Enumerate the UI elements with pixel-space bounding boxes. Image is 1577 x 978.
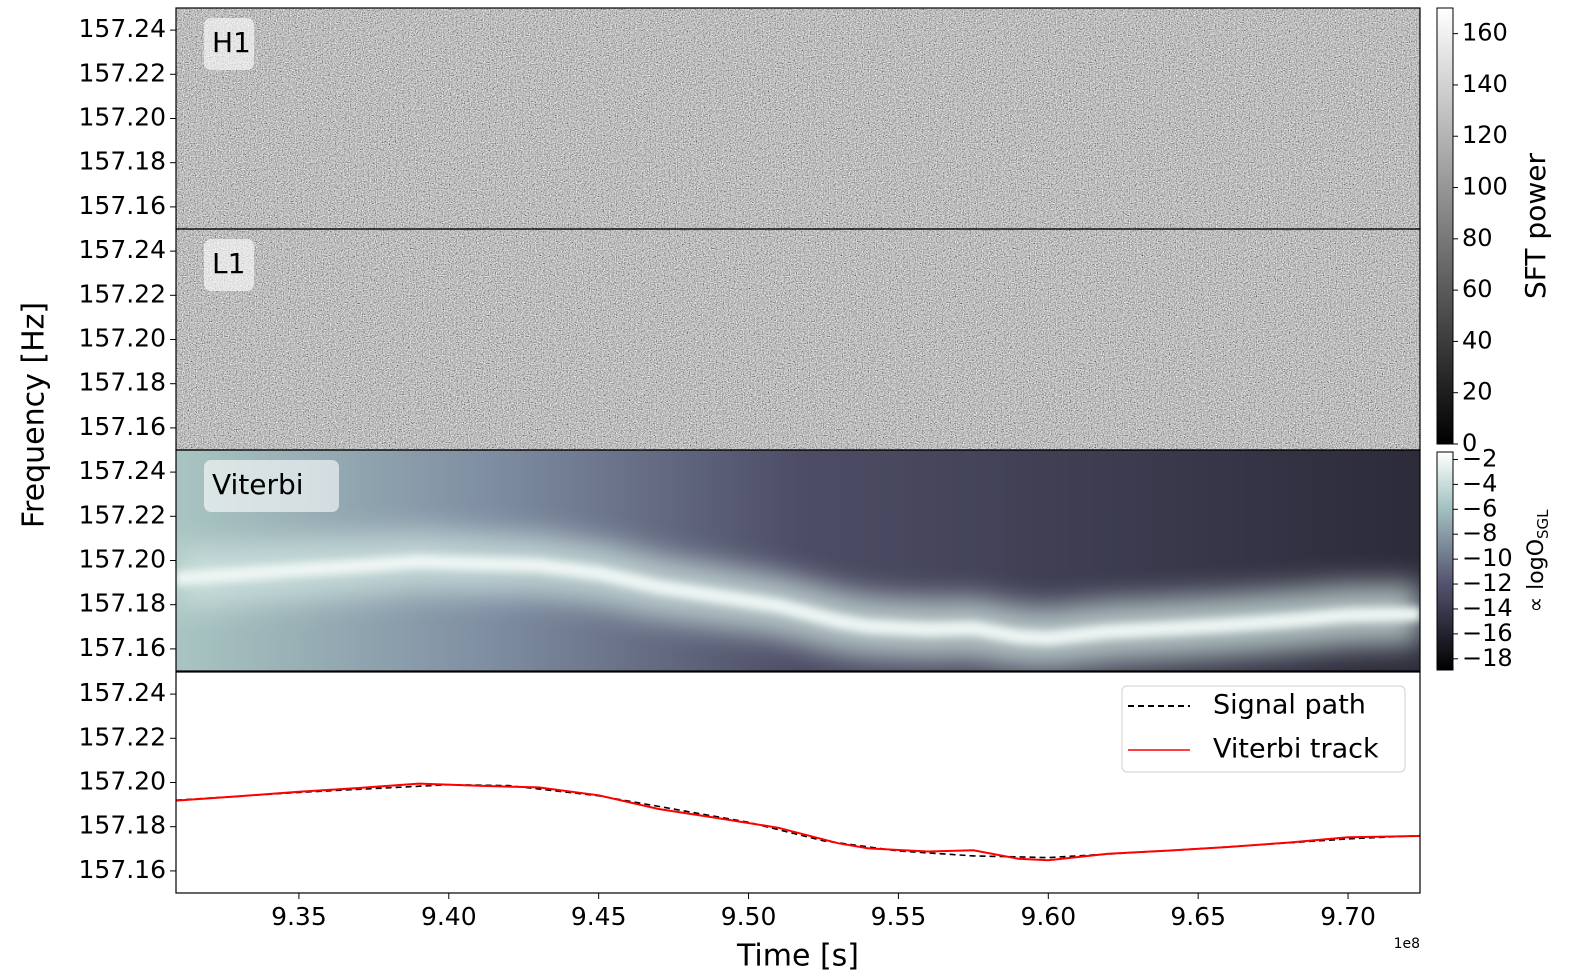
y-tick-label: 157.22	[79, 500, 166, 529]
colorbar-tick-label: 0	[1462, 429, 1477, 457]
colorbar-tick-label: 140	[1462, 70, 1508, 98]
panel-label: L1	[212, 247, 245, 280]
colorbar-tick-label: −14	[1462, 594, 1513, 622]
colorbar-label-sub: SGL	[1534, 509, 1552, 539]
y-tick-label: 157.22	[79, 58, 166, 87]
colorbar-tick-label: 100	[1462, 173, 1508, 201]
x-tick-label: 9.40	[421, 902, 477, 931]
x-tick-label: 9.50	[721, 902, 777, 931]
x-tick-label: 9.35	[271, 902, 327, 931]
x-offset-label: 1e8	[1394, 936, 1420, 952]
colorbar-label: SFT power	[1519, 153, 1552, 299]
colorbar-tick-label: −6	[1462, 494, 1497, 522]
y-tick-label: 157.18	[79, 811, 166, 840]
y-tick-label: 157.22	[79, 722, 166, 751]
legend-label: Viterbi track	[1213, 734, 1379, 765]
colorbar-label-main: SFT power	[1519, 153, 1552, 299]
y-tick-label: 157.16	[79, 633, 166, 662]
noise-heatmap	[176, 8, 1420, 229]
y-tick-label: 157.16	[79, 191, 166, 220]
colorbar	[1436, 451, 1454, 671]
y-tick-label: 157.20	[79, 767, 166, 796]
colorbar-tick-label: −2	[1462, 444, 1497, 472]
y-tick-label: 157.24	[79, 14, 166, 43]
panel-label: Viterbi	[212, 468, 304, 501]
y-tick-label: 157.16	[79, 412, 166, 441]
colorbar-tick-label: −4	[1462, 469, 1497, 497]
y-axis-label: Frequency [Hz]	[17, 302, 52, 528]
x-tick-label: 9.65	[1170, 902, 1226, 931]
colorbar-tick-label: −18	[1462, 644, 1513, 672]
y-tick-label: 157.20	[79, 324, 166, 353]
panel-label-box	[204, 460, 339, 512]
y-tick-label: 157.24	[79, 235, 166, 264]
colorbar-label: ∝ logOSGL	[1524, 509, 1552, 613]
colorbar-tick-label: 20	[1462, 378, 1493, 406]
colorbar-tick-label: 120	[1462, 121, 1508, 149]
colorbar-tick-label: 60	[1462, 275, 1493, 303]
colorbar-tick-label: 40	[1462, 326, 1493, 354]
legend-label: Signal path	[1213, 690, 1366, 721]
colorbar	[1436, 7, 1454, 445]
x-tick-label: 9.55	[871, 902, 927, 931]
colorbar-tick-label: 160	[1462, 19, 1508, 47]
noise-heatmap	[176, 229, 1420, 450]
y-tick-label: 157.22	[79, 279, 166, 308]
likelihood-ridge	[176, 554, 1420, 646]
colorbar-tick-label: 80	[1462, 224, 1493, 252]
x-tick-label: 9.70	[1320, 902, 1376, 931]
legend-box	[1121, 685, 1406, 773]
viterbi-heatmap	[176, 450, 1420, 672]
panel-label-box	[204, 18, 254, 70]
colorbar-tick-label: −10	[1462, 544, 1513, 572]
colorbar-tick-label: −8	[1462, 519, 1497, 547]
x-axis-label: Time [s]	[736, 939, 859, 974]
y-tick-label: 157.16	[79, 855, 166, 884]
colorbar-tick-label: −16	[1462, 619, 1513, 647]
y-tick-label: 157.20	[79, 103, 166, 132]
panel-label: H1	[212, 26, 251, 59]
y-tick-label: 157.24	[79, 678, 166, 707]
y-tick-label: 157.20	[79, 545, 166, 574]
colorbar-label-main: ∝ logO	[1524, 539, 1549, 613]
y-tick-label: 157.18	[79, 147, 166, 176]
y-tick-label: 157.18	[79, 368, 166, 397]
x-tick-label: 9.45	[571, 902, 627, 931]
x-tick-label: 9.60	[1020, 902, 1076, 931]
y-tick-label: 157.24	[79, 456, 166, 485]
y-tick-label: 157.18	[79, 589, 166, 618]
series-line	[175, 782, 1421, 862]
panel-label-box	[204, 239, 254, 291]
colorbar-tick-label: −12	[1462, 569, 1513, 597]
